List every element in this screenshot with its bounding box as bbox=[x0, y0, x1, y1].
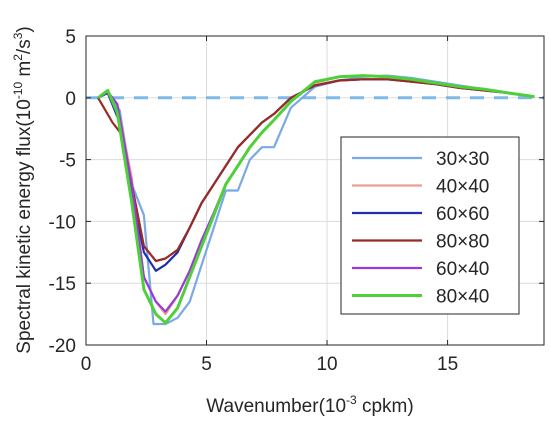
series-line-3 bbox=[97, 78, 535, 263]
legend-label-2: 60×60 bbox=[436, 204, 489, 225]
y-tick-label: -10 bbox=[49, 212, 76, 233]
y-tick-label: -5 bbox=[59, 151, 76, 172]
y-tick-label: 5 bbox=[65, 27, 76, 48]
x-axis-label: Wavenumber(10-3 cpkm) bbox=[206, 393, 413, 417]
y-tick-label: -20 bbox=[49, 336, 76, 357]
x-tick-labels: 0 5 10 15 bbox=[81, 354, 458, 375]
y-tick-label: 0 bbox=[65, 89, 76, 110]
y-tick-label: -15 bbox=[49, 274, 76, 295]
x-tick-label: 0 bbox=[81, 354, 92, 375]
legend-label-5: 80×40 bbox=[436, 287, 489, 308]
x-tick-label: 15 bbox=[437, 354, 458, 375]
axis-ticks bbox=[85, 35, 544, 346]
y-tick-labels: 5 0 -5 -10 -15 -20 bbox=[49, 27, 76, 357]
legend-label-0: 30×30 bbox=[436, 149, 489, 170]
y-axis-label: Spectral kinetic energy flux(10-10 m2/s3… bbox=[11, 26, 35, 353]
x-tick-label: 5 bbox=[201, 354, 212, 375]
plot-frame bbox=[85, 35, 545, 346]
x-tick-label: 10 bbox=[316, 354, 337, 375]
legend: 30×30 40×40 60×60 80×80 60×40 80×40 bbox=[340, 136, 520, 315]
legend-label-3: 80×80 bbox=[436, 232, 489, 253]
legend-label-1: 40×40 bbox=[436, 177, 489, 198]
series-line-5 bbox=[97, 74, 535, 325]
series-layer bbox=[97, 74, 535, 326]
legend-box bbox=[340, 136, 520, 315]
legend-label-4: 60×40 bbox=[436, 259, 489, 280]
